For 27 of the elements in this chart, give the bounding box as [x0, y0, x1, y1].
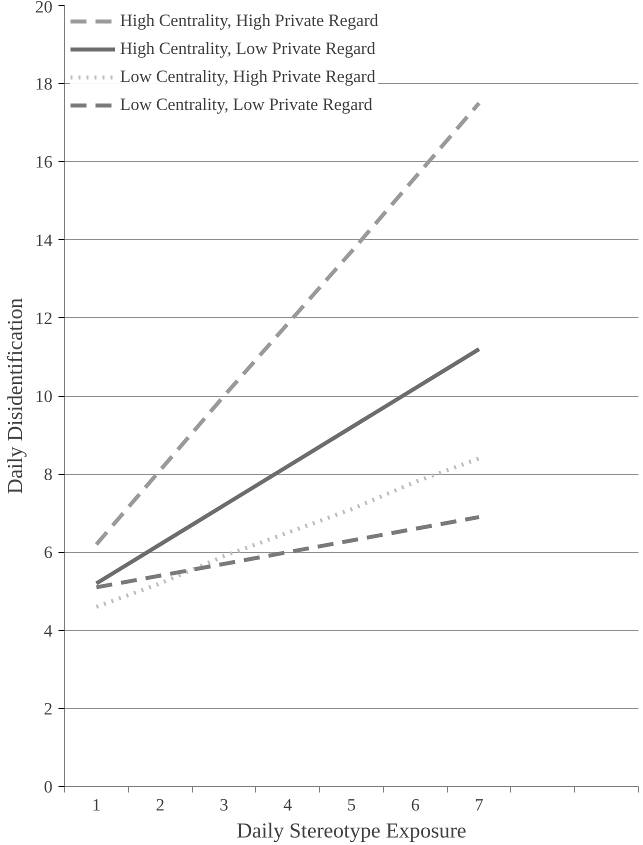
y-tick-label: 10 — [35, 387, 52, 406]
y-axis-title: Daily Disidentification — [3, 298, 28, 494]
x-axis-title: Daily Stereotype Exposure — [236, 818, 466, 842]
y-tick-label: 6 — [44, 543, 53, 562]
legend-label: High Centrality, Low Private Regard — [120, 39, 376, 59]
y-tick-label: 0 — [44, 778, 53, 796]
line-series — [94, 347, 482, 586]
x-tick-label: 3 — [220, 796, 228, 814]
x-tick-label: 1 — [92, 796, 101, 814]
legend-label: Low Centrality, High Private Regard — [120, 67, 376, 87]
x-tick-label: 7 — [474, 796, 484, 814]
legend-label: High Centrality, High Private Regard — [120, 11, 378, 31]
y-tick-label: 20 — [35, 0, 52, 16]
legend-label: Low Centrality, Low Private Regard — [120, 95, 372, 115]
x-tick-label: 6 — [410, 796, 420, 814]
y-tick-label: 16 — [35, 152, 53, 172]
x-tick-label: 2 — [156, 796, 165, 814]
y-tick-label: 12 — [35, 308, 52, 328]
line-series — [94, 456, 482, 609]
x-tick-label: 4 — [283, 796, 292, 814]
y-tick-label: 2 — [44, 699, 53, 718]
y-tick-label: 4 — [44, 621, 53, 640]
line-series — [94, 515, 482, 590]
x-tick-label: 5 — [347, 796, 356, 814]
y-tick-label: 8 — [44, 465, 53, 484]
y-tick-label: 18 — [35, 74, 52, 94]
y-tick-label: 14 — [35, 230, 53, 250]
